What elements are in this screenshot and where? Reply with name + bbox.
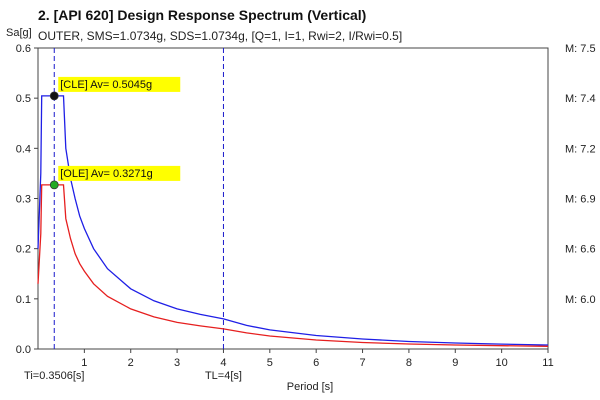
spectrum-series: [37, 95, 549, 347]
annotation-marker: [49, 180, 59, 190]
period-reference-label: Ti=0.3506[s]: [24, 370, 84, 382]
y-axis-ticks: 0.0 0.1 0.2 0.3 0.4 0.5 0.6: [16, 43, 38, 356]
x-tick-label: 8: [406, 357, 412, 369]
x-tick-label: 1: [81, 357, 87, 369]
right-axis-labels: M: 7.5 M: 7.4 M: 7.2 M: 6.9 M: 6.6 M: 6.0: [565, 43, 596, 306]
x-tick-label: 2: [128, 357, 134, 369]
magnitude-label: M: 6.6: [565, 244, 596, 256]
y-tick-label: 0.1: [16, 294, 31, 306]
y-tick-label: 0.3: [16, 194, 31, 206]
x-tick-label: 10: [496, 357, 508, 369]
magnitude-label: M: 6.9: [565, 194, 596, 206]
x-axis-title: Period [s]: [287, 381, 333, 393]
annotation-text: [CLE] Av= 0.5045g: [60, 79, 152, 91]
y-tick-label: 0.4: [16, 143, 31, 155]
spectrum-line: [37, 95, 549, 346]
x-tick-label: 9: [452, 357, 458, 369]
magnitude-label: M: 6.0: [565, 294, 596, 306]
magnitude-label: M: 7.5: [565, 43, 596, 55]
magnitude-label: M: 7.2: [565, 143, 596, 155]
plot-border: [37, 47, 549, 350]
x-tick-label: 6: [313, 357, 319, 369]
y-tick-label: 0.6: [16, 43, 31, 55]
y-tick-label: 0.2: [16, 244, 31, 256]
annotation-box: [58, 165, 181, 181]
magnitude-label: M: 7.4: [565, 93, 596, 105]
chart-title: 2. [API 620] Design Response Spectrum (V…: [38, 7, 366, 23]
annotation-box: [58, 76, 181, 92]
x-tick-label: 3: [174, 357, 180, 369]
chart-subtitle: OUTER, SMS=1.0734g, SDS=1.0734g, [Q=1, I…: [38, 29, 402, 43]
y-tick-label: 0.5: [16, 93, 31, 105]
period-reference-label: TL=4[s]: [205, 370, 242, 382]
x-tick-label: 4: [220, 357, 226, 369]
x-tick-label: 5: [267, 357, 273, 369]
plot-area: [37, 47, 549, 350]
x-tick-label: 11: [542, 357, 553, 369]
spectrum-line: [37, 184, 549, 347]
value-annotations: [CLE] Av= 0.5045g [OLE] Av= 0.3271g: [49, 76, 181, 190]
annotation-text: [OLE] Av= 0.3271g: [60, 168, 152, 180]
y-axis-title: Sa[g]: [6, 27, 32, 39]
y-tick-label: 0.0: [16, 344, 31, 356]
annotation-marker: [49, 91, 59, 101]
x-tick-label: 7: [359, 357, 365, 369]
x-axis-ticks: 1 2 3 4 5 6 7 8 9 10 11: [81, 349, 554, 369]
